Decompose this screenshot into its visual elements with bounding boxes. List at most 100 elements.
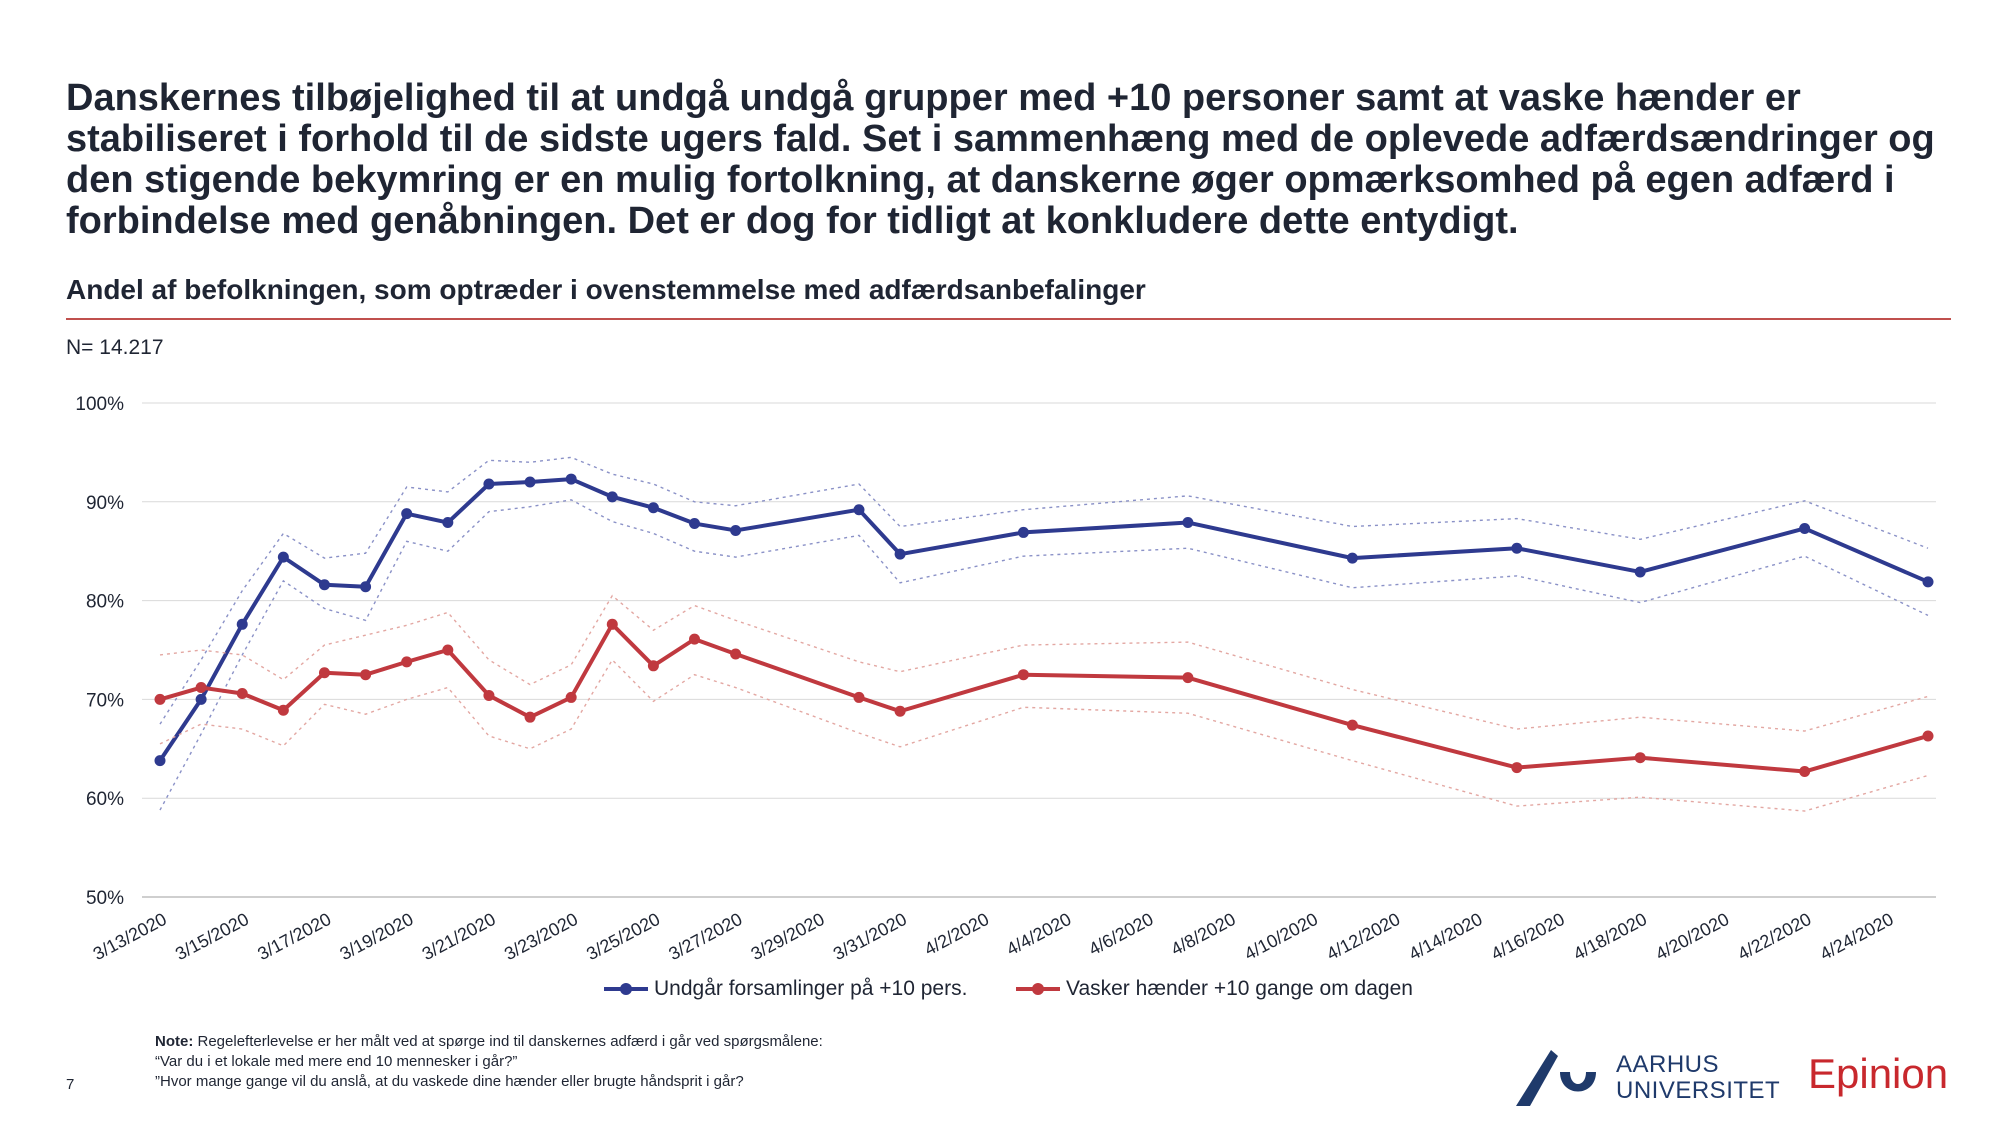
series-1-point [401, 508, 413, 520]
x-tick-label: 4/16/2020 [1488, 909, 1568, 964]
series-2-point [195, 682, 207, 694]
x-tick-label: 3/21/2020 [419, 909, 499, 964]
series-2-point [154, 693, 166, 705]
x-tick-label: 4/18/2020 [1570, 909, 1650, 964]
headline: Danskernes tilbøjelighed til at undgå un… [66, 77, 1935, 242]
legend-item-series-1: Undgår forsamlinger på +10 pers. [604, 974, 967, 1004]
footnote-line-3: ”Hvor mange gange vil du anslå, at du va… [155, 1073, 744, 1090]
series-1-point [1511, 542, 1523, 554]
legend-item-series-2: Vasker hænder +10 gange om dagen [1016, 974, 1413, 1004]
series-1-point [277, 551, 289, 563]
series-1-point [853, 504, 865, 516]
x-tick-label: 4/6/2020 [1085, 909, 1156, 960]
x-tick-label: 4/2/2020 [921, 909, 992, 960]
aarhus-university-logo: AARHUS UNIVERSITET [1516, 1050, 1780, 1106]
x-tick-label: 4/12/2020 [1323, 909, 1403, 964]
series-2-point [277, 704, 289, 716]
epinion-logo: Epinion [1808, 1050, 1949, 1097]
footnote-line-1: Regelefterlevelse er her målt ved at spø… [197, 1033, 823, 1050]
x-tick-label: 3/23/2020 [501, 909, 581, 964]
series-1-point [524, 476, 536, 488]
series-1-point [647, 502, 659, 514]
x-tick-label: 4/22/2020 [1734, 909, 1814, 964]
line-chart: 50%60%70%80%90%100%3/13/2020 3/15/2020 3/1… [75, 394, 1936, 964]
au-logo-line-2: UNIVERSITET [1616, 1077, 1781, 1104]
series-2-point [1182, 672, 1194, 684]
x-tick-label: 3/27/2020 [665, 909, 745, 964]
series-2-point [360, 669, 372, 681]
x-tick-label: 3/15/2020 [172, 909, 252, 964]
series-1-point [606, 491, 618, 503]
title-divider [66, 318, 1951, 320]
legend-swatch-series-1 [604, 974, 648, 1004]
footnote-line-2: “Var du i et lokale med mere end 10 menn… [155, 1053, 518, 1070]
x-tick-label: 3/13/2020 [90, 909, 170, 964]
series-2-point [1017, 669, 1029, 681]
y-tick-label: 50% [86, 888, 124, 909]
y-tick-label: 60% [86, 789, 124, 810]
x-tick-label: 4/8/2020 [1168, 909, 1239, 960]
series-2-upper-bound [159, 594, 1929, 732]
x-tick-label: 3/31/2020 [830, 909, 910, 964]
footnote-label: Note: [155, 1033, 194, 1050]
series-2-point [483, 689, 495, 701]
series-2-point [730, 648, 742, 660]
chart-title: Andel af befolkningen, som optræder i ov… [66, 274, 1146, 305]
x-tick-label: 3/29/2020 [748, 909, 828, 964]
series-1-point [483, 478, 495, 490]
series-1-point [730, 524, 742, 536]
x-tick-label: 3/19/2020 [336, 909, 416, 964]
series-2-lower-bound [159, 658, 1929, 812]
series-1-point [236, 618, 248, 630]
x-tick-label: 4/10/2020 [1241, 909, 1321, 964]
series-2-point [1922, 730, 1934, 742]
series-1-lower-bound [159, 499, 1929, 811]
series-1-line [158, 477, 1929, 762]
y-tick-label: 90% [86, 493, 124, 514]
y-tick-label: 100% [75, 394, 124, 415]
series-2-point [524, 711, 536, 723]
series-2-point [401, 656, 413, 668]
y-tick-label: 70% [86, 690, 124, 711]
series-1-upper-bound [159, 456, 1929, 725]
series-1-point [1182, 517, 1194, 529]
series-2-point [236, 687, 248, 699]
footnote: Note: Regelefterlevelse er her målt ved … [155, 1032, 823, 1092]
series-1-point [195, 693, 207, 705]
series-1-point [894, 548, 906, 560]
legend-label-series-2: Vasker hænder +10 gange om dagen [1066, 977, 1413, 1000]
series-2-point [853, 691, 865, 703]
series-2-point [606, 618, 618, 630]
series-2-point [894, 705, 906, 717]
series-2-point [565, 691, 577, 703]
series-1-point [1634, 566, 1646, 578]
page-number: 7 [66, 1076, 75, 1093]
y-tick-label: 80% [86, 592, 124, 613]
series-2-point [1511, 762, 1523, 774]
sample-size-label: N= 14.217 [66, 336, 164, 359]
x-tick-label: 4/24/2020 [1817, 909, 1897, 964]
series-1-point [360, 581, 372, 593]
series-2-point [318, 667, 330, 679]
series-2-point [689, 633, 701, 645]
au-logo-icon [1516, 1050, 1596, 1106]
series-1-point [1346, 552, 1358, 564]
series-1-point [442, 517, 454, 529]
x-tick-label: 4/4/2020 [1003, 909, 1074, 960]
series-1-point [1799, 522, 1811, 534]
series-1-point [1922, 576, 1934, 588]
series-1-point [1017, 526, 1029, 538]
series-1-point [689, 518, 701, 530]
x-tick-label: 3/17/2020 [254, 909, 334, 964]
series-2-point [1346, 719, 1358, 731]
x-tick-label: 4/14/2020 [1406, 909, 1486, 964]
series-2-point [647, 660, 659, 672]
legend-swatch-series-2 [1016, 974, 1060, 1004]
legend-label-series-1: Undgår forsamlinger på +10 pers. [654, 977, 968, 1000]
series-1-point [565, 473, 577, 485]
chart-legend: Undgår forsamlinger på +10 pers. Vasker … [0, 974, 2000, 1004]
series-2-point [1634, 752, 1646, 764]
au-logo-line-1: AARHUS [1616, 1051, 1720, 1078]
series-2-point [442, 644, 454, 656]
series-1-point [154, 755, 166, 767]
